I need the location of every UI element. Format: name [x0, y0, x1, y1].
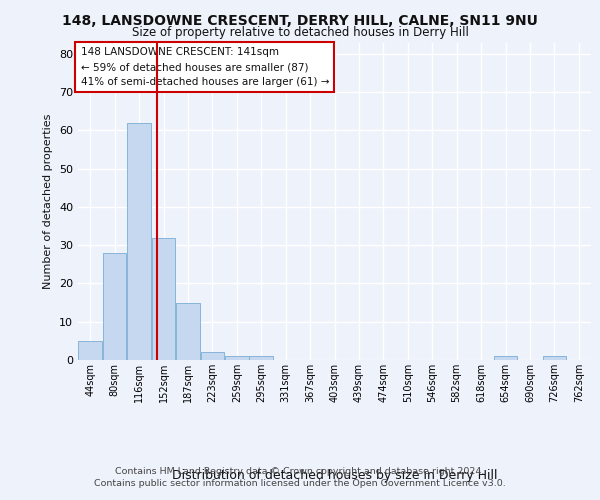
Bar — [79, 341, 102, 360]
Bar — [250, 356, 273, 360]
Text: Contains HM Land Registry data © Crown copyright and database right 2024.: Contains HM Land Registry data © Crown c… — [115, 467, 485, 476]
Text: Contains public sector information licensed under the Open Government Licence v3: Contains public sector information licen… — [94, 478, 506, 488]
Bar — [127, 123, 151, 360]
Bar — [494, 356, 517, 360]
Text: Size of property relative to detached houses in Derry Hill: Size of property relative to detached ho… — [131, 26, 469, 39]
Y-axis label: Number of detached properties: Number of detached properties — [43, 114, 53, 289]
Text: 148, LANSDOWNE CRESCENT, DERRY HILL, CALNE, SN11 9NU: 148, LANSDOWNE CRESCENT, DERRY HILL, CAL… — [62, 14, 538, 28]
Bar — [176, 302, 200, 360]
Bar — [103, 253, 127, 360]
Bar — [225, 356, 248, 360]
Text: 148 LANSDOWNE CRESCENT: 141sqm
← 59% of detached houses are smaller (87)
41% of : 148 LANSDOWNE CRESCENT: 141sqm ← 59% of … — [80, 48, 329, 87]
Bar — [542, 356, 566, 360]
X-axis label: Distribution of detached houses by size in Derry Hill: Distribution of detached houses by size … — [172, 469, 497, 482]
Bar — [200, 352, 224, 360]
Bar — [152, 238, 175, 360]
